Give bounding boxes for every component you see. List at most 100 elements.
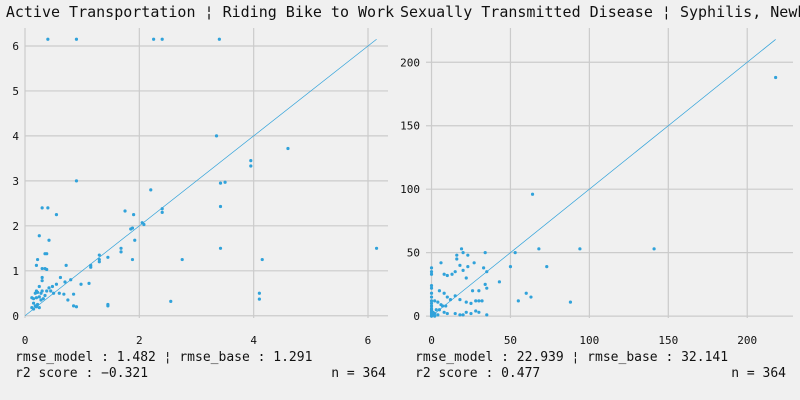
y-tick-label: 6 (12, 40, 19, 53)
data-point (43, 293, 47, 298)
data-point (46, 37, 50, 41)
data-point (442, 291, 446, 295)
data-point (485, 286, 489, 290)
data-point (464, 276, 468, 280)
data-point (437, 289, 442, 293)
data-point (130, 257, 135, 262)
data-point (429, 295, 434, 299)
data-point (286, 146, 290, 151)
data-point (218, 181, 223, 185)
r2-score: r2 score : −0.321 (15, 366, 149, 381)
data-point (40, 266, 44, 271)
data-point (37, 306, 41, 310)
data-point (429, 299, 434, 303)
y-tick-label: 3 (12, 175, 19, 188)
data-point (34, 305, 39, 309)
data-point (51, 291, 56, 295)
data-point (433, 299, 437, 303)
data-point (774, 75, 778, 80)
y-tick-label: 50 (407, 247, 420, 260)
r2-score: r2 score : 0.477 (415, 366, 541, 381)
data-point (431, 310, 435, 314)
data-point (119, 246, 123, 250)
data-point (34, 263, 39, 267)
data-point (485, 313, 489, 317)
x-tick-label: 0 (22, 334, 29, 347)
data-point (429, 304, 434, 308)
data-point (45, 267, 49, 272)
data-point (149, 188, 153, 192)
data-point (470, 289, 475, 293)
data-point (123, 209, 127, 213)
x-tick-label: 50 (504, 334, 517, 347)
data-point (442, 310, 446, 314)
x-tick-label: 150 (658, 334, 678, 347)
data-point (160, 207, 164, 211)
y-tick-label: 5 (12, 85, 19, 98)
x-tick-label: 100 (579, 334, 599, 347)
data-point (480, 299, 484, 303)
data-point (433, 314, 437, 318)
chart-title: Active Transportation ¦ Riding Bike to W… (5, 3, 395, 21)
data-point (516, 299, 520, 303)
data-point (169, 299, 173, 303)
data-point (529, 295, 533, 299)
data-point (453, 311, 457, 316)
data-point (47, 238, 51, 242)
data-point (455, 253, 459, 257)
data-point (133, 238, 137, 242)
rmse-stats: rmse_model : 22.939 ¦ rmse_base : 32.141 (415, 350, 729, 365)
data-point (257, 291, 261, 295)
data-point (436, 300, 440, 304)
data-point (257, 297, 261, 301)
data-point (537, 247, 541, 251)
data-point (71, 304, 76, 308)
data-point (429, 270, 434, 274)
sample-count: n = 364 (731, 366, 786, 381)
data-point (46, 206, 50, 210)
data-point (482, 266, 486, 270)
data-point (31, 297, 36, 301)
data-point (54, 282, 59, 286)
y-tick-label: 2 (12, 220, 19, 233)
rmse-stats: rmse_model : 1.482 ¦ rmse_base : 1.291 (15, 350, 313, 365)
data-point (445, 311, 449, 316)
chart-panel-bike-to-work: Active Transportation ¦ Riding Bike to W… (5, 3, 395, 381)
data-point (54, 212, 59, 217)
data-point (444, 304, 448, 308)
data-point (459, 247, 464, 251)
data-point (464, 310, 468, 314)
data-point (160, 37, 164, 41)
chart-title: Sexually Transmitted Disease ¦ Syphilis,… (400, 3, 800, 21)
data-point (374, 246, 379, 250)
data-point (87, 281, 91, 285)
data-point (217, 37, 221, 41)
data-point (47, 286, 51, 290)
y-tick-label: 100 (400, 183, 420, 196)
data-point (483, 251, 487, 255)
data-point (35, 257, 40, 262)
data-point (57, 291, 61, 295)
data-point (31, 301, 36, 305)
data-point (49, 289, 53, 293)
data-point (180, 257, 184, 262)
data-point (530, 192, 535, 196)
data-point (37, 234, 41, 238)
data-point (64, 263, 68, 267)
data-point (474, 299, 478, 303)
data-point (445, 273, 449, 278)
y-tick-label: 200 (400, 56, 420, 69)
x-tick-label: 6 (365, 334, 372, 347)
data-point (429, 301, 434, 306)
scatter-plot-bike-to-work: 0 1 2 3 4 5 6 0 2 4 6 (12, 28, 388, 347)
data-point (434, 308, 438, 312)
data-point (62, 292, 66, 296)
data-point (508, 264, 513, 269)
data-point (37, 295, 41, 299)
data-point (39, 291, 43, 295)
data-point (31, 307, 36, 311)
y-tick-label: 0 (413, 310, 420, 323)
y-tick-label: 1 (12, 265, 19, 278)
data-point (429, 266, 434, 270)
data-point (448, 297, 453, 302)
